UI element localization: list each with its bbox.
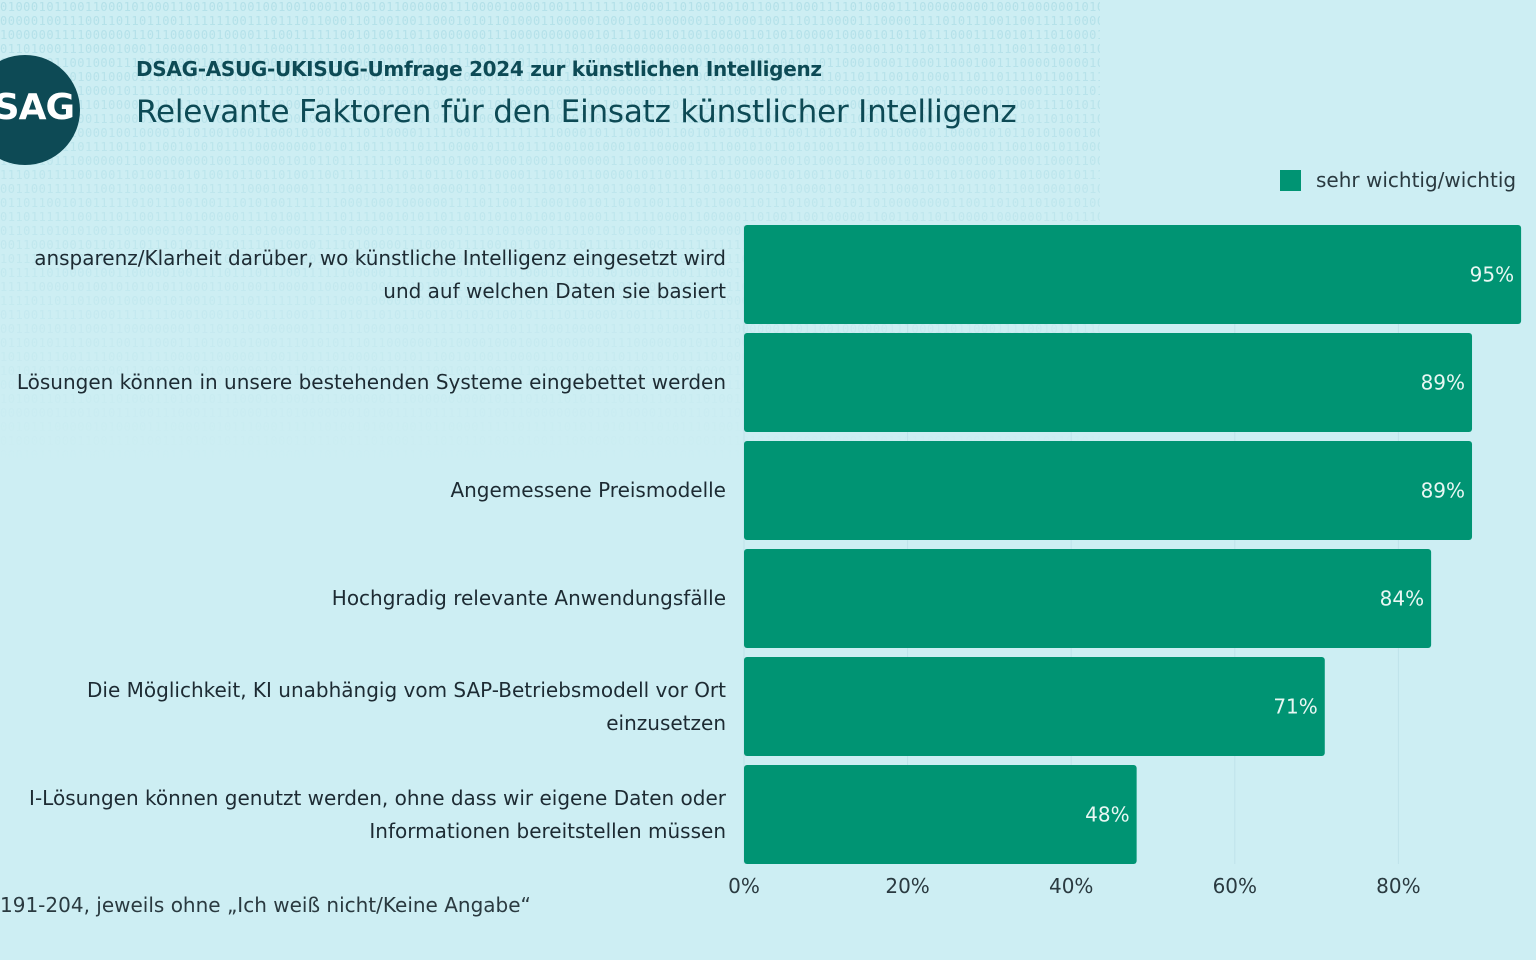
category-label-line: und auf welchen Daten sie basiert xyxy=(383,278,726,303)
x-tick-label-2: 40% xyxy=(1049,874,1093,898)
bar-value-label-0: 95% xyxy=(1470,263,1514,287)
category-label-5: I-Lösungen können genutzt werden, ohne d… xyxy=(29,782,726,848)
category-label-line: ansparenz/Klarheit darüber, wo künstlich… xyxy=(34,245,726,270)
chart-supertitle: DSAG-ASUG-UKISUG-Umfrage 2024 zur künstl… xyxy=(136,57,822,81)
bar-value-label-3: 84% xyxy=(1380,587,1424,611)
x-tick-label-1: 20% xyxy=(885,874,929,898)
logo-text: DSAG xyxy=(0,87,75,128)
dsag-logo: DSAG xyxy=(0,55,80,165)
category-label-line: Informationen bereitstellen müssen xyxy=(369,818,726,843)
category-label-4: Die Möglichkeit, KI unabhängig vom SAP-B… xyxy=(87,674,726,740)
x-tick-label-4: 80% xyxy=(1376,874,1420,898)
category-label-0: ansparenz/Klarheit darüber, wo künstlich… xyxy=(34,242,726,308)
bar-5 xyxy=(744,765,1137,864)
bar-0 xyxy=(744,225,1522,324)
category-label-2: Angemessene Preismodelle xyxy=(450,474,726,507)
category-label-1: Lösungen können in unsere bestehenden Sy… xyxy=(17,366,726,399)
category-label-line: einzusetzen xyxy=(606,710,726,735)
legend-label: sehr wichtig/wichtig xyxy=(1316,168,1517,192)
x-tick-label-0: 0% xyxy=(728,874,760,898)
category-label-line: Hochgradig relevante Anwendungsfälle xyxy=(331,586,726,610)
category-label-3: Hochgradig relevante Anwendungsfälle xyxy=(332,582,726,615)
legend-swatch xyxy=(1280,169,1301,191)
chart-title: Relevante Faktoren für den Einsatz künst… xyxy=(136,94,1017,130)
footnote: 191-204, jeweils ohne „Ich weiß nicht/Ke… xyxy=(0,893,531,917)
category-label-line: I-Lösungen können genutzt werden, ohne d… xyxy=(29,785,726,810)
bar-4 xyxy=(744,657,1325,756)
bar-3 xyxy=(744,549,1432,648)
category-label-line: Die Möglichkeit, KI unabhängig vom SAP-B… xyxy=(87,677,726,702)
binary-background-pattern: 0100010110011000101000110010011001001001… xyxy=(0,0,1100,460)
category-label-line: Angemessene Preismodelle xyxy=(450,478,726,502)
bar-value-label-4: 71% xyxy=(1273,695,1317,719)
bar-2 xyxy=(744,441,1473,540)
bar-value-label-1: 89% xyxy=(1421,371,1465,395)
bar-value-label-5: 48% xyxy=(1085,803,1129,827)
bar-1 xyxy=(744,333,1473,432)
bar-value-label-2: 89% xyxy=(1421,479,1465,503)
x-tick-label-3: 60% xyxy=(1213,874,1257,898)
chart-legend: sehr wichtig/wichtig xyxy=(1280,166,1516,194)
category-label-line: Lösungen können in unsere bestehenden Sy… xyxy=(16,370,726,394)
